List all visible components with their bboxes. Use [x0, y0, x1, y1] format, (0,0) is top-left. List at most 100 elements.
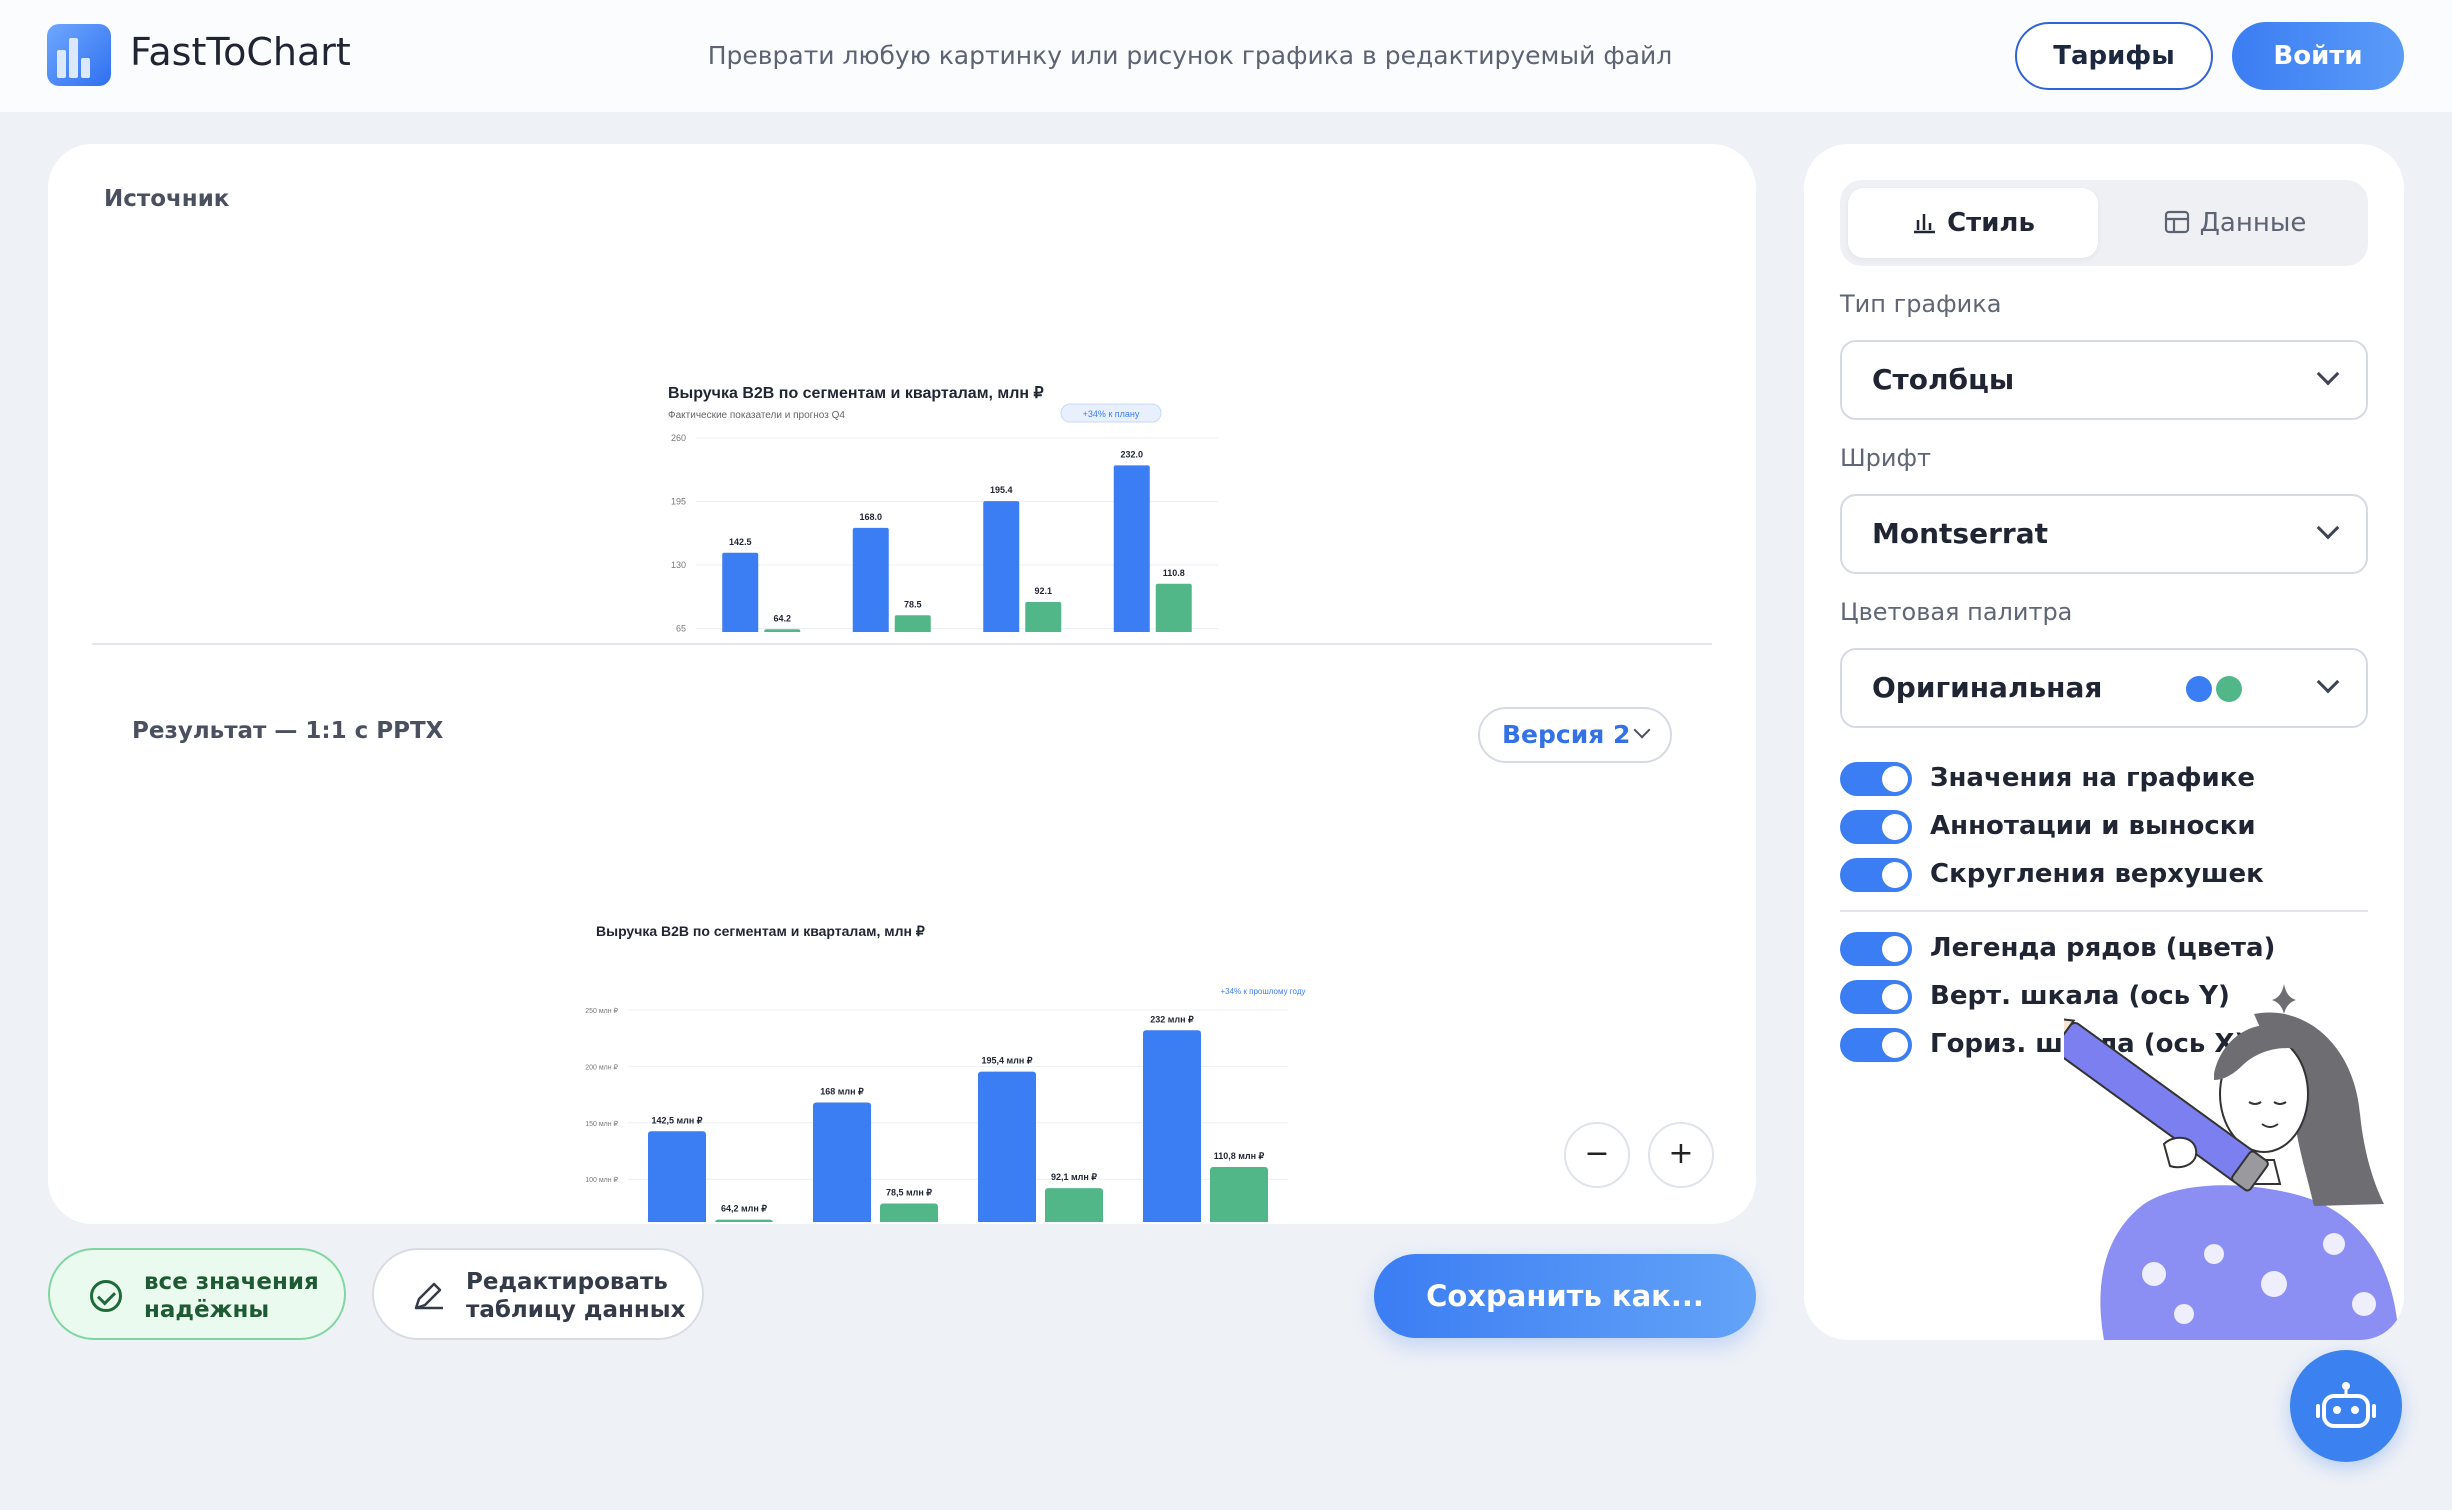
logo-icon[interactable]: [47, 24, 111, 86]
chevron-down-icon: [2316, 516, 2340, 540]
login-button[interactable]: Войти: [2232, 22, 2404, 90]
chart-title: Выручка B2B по сегментам и кварталам, мл…: [668, 385, 1044, 402]
bar: [813, 1102, 871, 1222]
tab-data-label: Данные: [2199, 208, 2307, 238]
bar: [715, 1219, 773, 1222]
section-divider: [92, 643, 1712, 645]
y-tick-label: 200 млн ₽: [585, 1063, 618, 1071]
source-chart: Выручка B2B по сегментам и кварталам, мл…: [668, 385, 1218, 633]
values-valid-badge: все значения надёжны: [48, 1248, 346, 1340]
edit-table-label: Редактировать таблицу данных: [466, 1269, 686, 1323]
chart-type-select[interactable]: Столбцы: [1840, 340, 2368, 420]
font-value: Montserrat: [1872, 517, 2048, 550]
top-header: FastToChart Преврати любую картинку или …: [0, 0, 2452, 112]
zoom-out-button[interactable]: −: [1564, 1122, 1630, 1188]
style-panel: Стиль Данные Тип графика Столбцы Шрифт M…: [1804, 144, 2404, 1340]
palette-label: Цветовая палитра: [1840, 598, 2073, 626]
bar: [722, 552, 759, 632]
panel-divider: [1840, 910, 2368, 912]
check-circle-icon: [90, 1280, 122, 1312]
toggle-switch[interactable]: [1840, 810, 1912, 844]
data-label: 78,5 млн ₽: [886, 1187, 932, 1197]
pricing-button[interactable]: Тарифы: [2015, 22, 2213, 90]
toggle-label: Аннотации и выноски: [1930, 811, 2256, 841]
data-label: 142.5: [729, 537, 752, 547]
chart-type-value: Столбцы: [1872, 363, 2015, 396]
data-label: 142,5 млн ₽: [651, 1115, 702, 1125]
y-tick-label: 260: [671, 433, 686, 443]
pencil-icon: [414, 1282, 443, 1310]
palette-color-swatch: [2216, 676, 2242, 702]
version-value: Версия 2: [1502, 720, 1631, 749]
bar: [1045, 1188, 1103, 1222]
logo-text[interactable]: FastToChart: [130, 30, 351, 74]
source-label: Источник: [104, 186, 230, 212]
bar: [880, 1203, 938, 1222]
bar: [894, 615, 931, 632]
chart-title: Выручка B2B по сегментам и кварталам, мл…: [596, 923, 925, 939]
mascot-illustration: [2064, 984, 2399, 1340]
chart-type-label: Тип графика: [1840, 290, 2002, 318]
data-label: 78.5: [904, 599, 922, 609]
y-tick-label: 65: [676, 624, 686, 633]
tab-data[interactable]: Данные: [2110, 188, 2360, 258]
toggle-label: Значения на графике: [1930, 763, 2255, 793]
data-label: 92.1: [1034, 586, 1052, 596]
bar: [1113, 465, 1150, 632]
y-tick-label: 130: [671, 560, 686, 570]
chart-annotation: +34% к прошлому году: [1221, 987, 1306, 996]
data-label: 110.8: [1163, 568, 1185, 578]
edit-table-button[interactable]: Редактировать таблицу данных: [372, 1248, 704, 1340]
data-label: 168.0: [859, 512, 882, 522]
palette-color-swatch: [2186, 676, 2212, 702]
toggle-label: Верт. шкала (ось Y): [1930, 981, 2230, 1011]
bar: [648, 1131, 706, 1222]
toggle-switch[interactable]: [1840, 1028, 1912, 1062]
version-select[interactable]: Версия 2: [1478, 707, 1672, 763]
bar: [1143, 1030, 1201, 1222]
zoom-in-button[interactable]: +: [1648, 1122, 1714, 1188]
data-label: 92,1 млн ₽: [1051, 1172, 1097, 1182]
bar: [852, 527, 889, 632]
palette-select[interactable]: Оригинальная: [1840, 648, 2368, 728]
assistant-button[interactable]: [2290, 1350, 2402, 1462]
bar-chart-icon: [1914, 214, 1936, 234]
values-valid-text: все значения надёжны: [144, 1269, 319, 1323]
data-label: 232 млн ₽: [1150, 1014, 1194, 1024]
tab-style[interactable]: Стиль: [1848, 188, 2098, 258]
y-tick-label: 150 млн ₽: [585, 1120, 618, 1128]
result-chart: Выручка B2B по сегментам и кварталам, мл…: [585, 923, 1306, 1222]
toggle-switch[interactable]: [1840, 980, 1912, 1014]
bar: [978, 1071, 1036, 1222]
data-label: 195,4 млн ₽: [981, 1056, 1032, 1066]
annotation-pill: [1060, 403, 1162, 423]
panel-tabs: Стиль Данные: [1840, 180, 2368, 266]
save-as-button[interactable]: Сохранить как...: [1374, 1254, 1756, 1338]
data-label: 195.4: [990, 485, 1013, 495]
robot-icon: [2316, 1382, 2376, 1428]
toggle-label: Скругления верхушек: [1930, 859, 2264, 889]
result-label: Результат — 1:1 с PPTX: [132, 718, 444, 744]
chevron-down-icon: [1633, 721, 1651, 739]
table-icon: [2164, 210, 2189, 234]
y-tick-label: 100 млн ₽: [585, 1176, 618, 1184]
toggle-switch[interactable]: [1840, 858, 1912, 892]
bar: [1155, 583, 1192, 632]
tab-style-label: Стиль: [1947, 208, 2035, 238]
bar: [1210, 1167, 1268, 1222]
y-tick-label: 250 млн ₽: [585, 1007, 618, 1015]
data-label: 168 млн ₽: [820, 1086, 864, 1096]
toggle-switch[interactable]: [1840, 762, 1912, 796]
bar: [1025, 602, 1062, 632]
bar: [764, 629, 801, 632]
toggle-label: Легенда рядов (цвета): [1930, 933, 2276, 963]
palette-value: Оригинальная: [1872, 671, 2103, 704]
data-label: 64,2 млн ₽: [721, 1204, 767, 1214]
chart-subtitle: Фактические показатели и прогноз Q4: [668, 410, 845, 421]
font-select[interactable]: Montserrat: [1840, 494, 2368, 574]
chevron-down-icon: [2316, 362, 2340, 386]
chevron-down-icon: [2316, 670, 2340, 694]
bar: [983, 501, 1020, 632]
toggle-switch[interactable]: [1840, 932, 1912, 966]
tagline: Преврати любую картинку или рисунок граф…: [707, 41, 1673, 70]
